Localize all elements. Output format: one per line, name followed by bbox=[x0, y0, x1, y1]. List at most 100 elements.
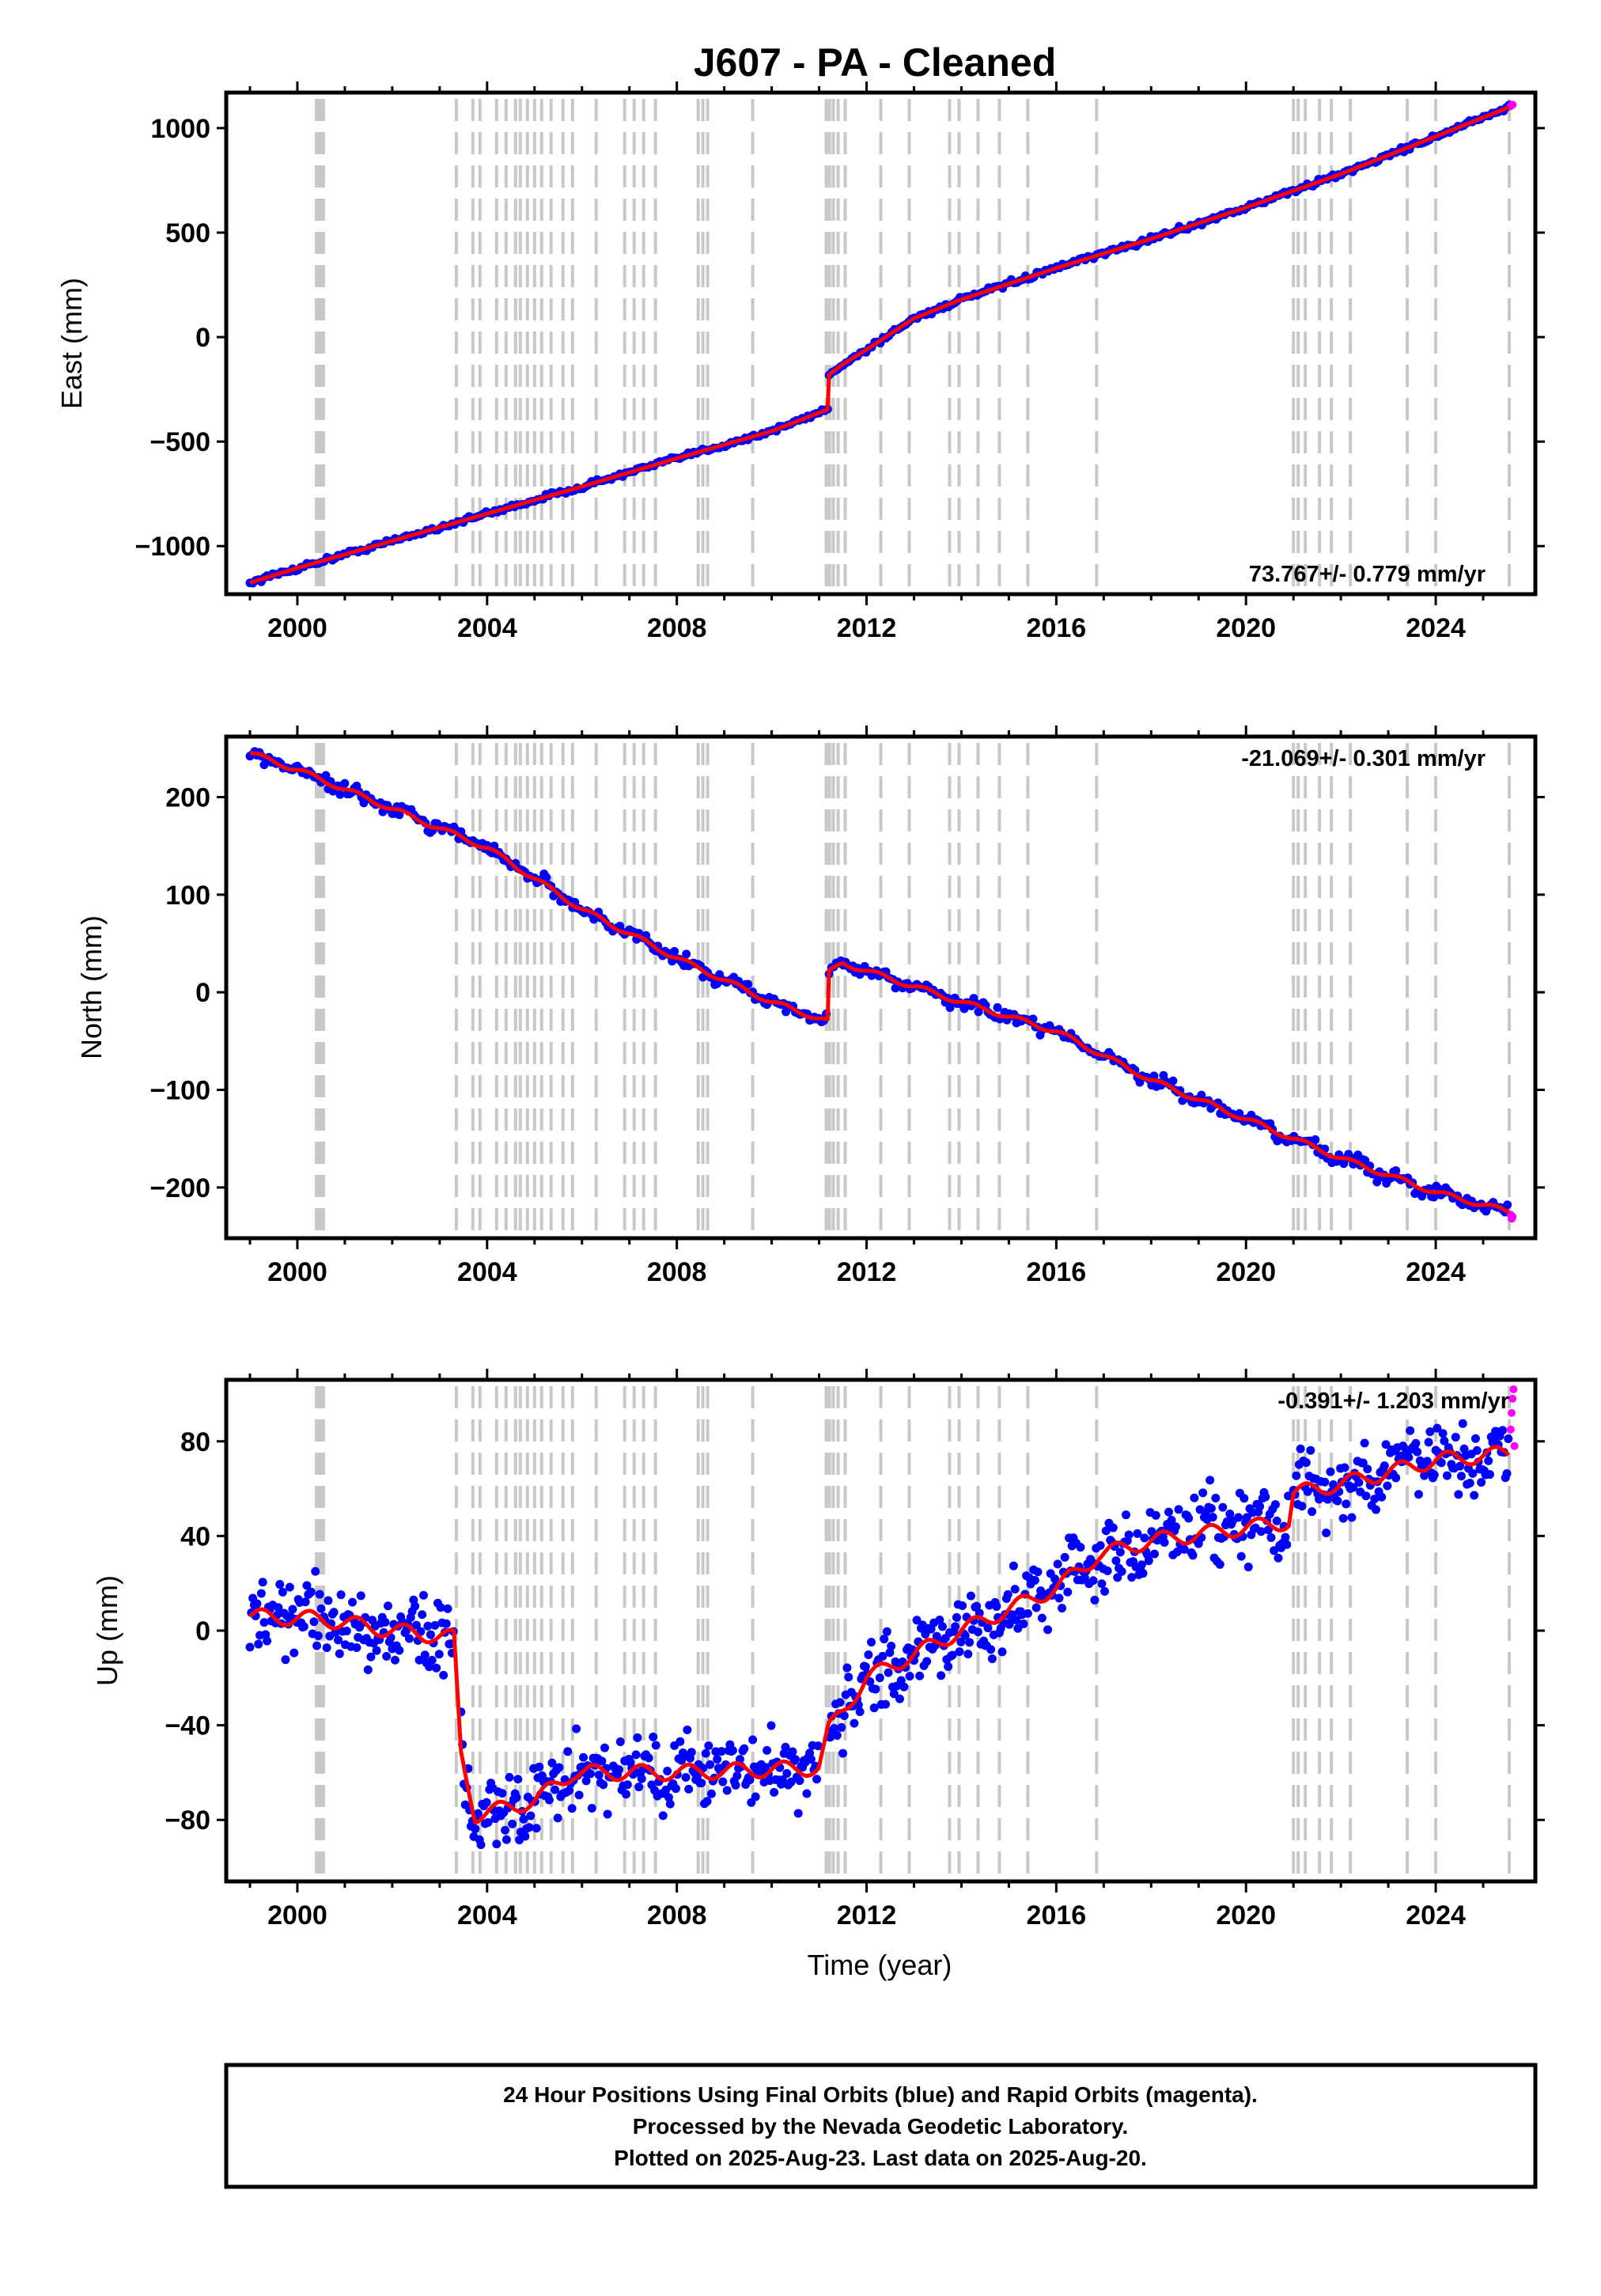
final-orbit-point bbox=[717, 1747, 726, 1756]
final-orbit-point bbox=[1391, 1166, 1401, 1176]
final-orbit-point bbox=[1103, 1567, 1112, 1576]
final-orbit-point bbox=[1144, 1556, 1153, 1566]
final-orbit-point bbox=[793, 1809, 803, 1818]
final-orbit-point bbox=[973, 1627, 982, 1637]
final-orbit-point bbox=[434, 1650, 444, 1659]
rapid-orbit-point bbox=[1509, 1385, 1518, 1393]
panel-up: 80 40 0 −40 −80 2000 2004 2008 2012 2016 2020 2024… bbox=[91, 1369, 1545, 1930]
final-orbit-point bbox=[1503, 1200, 1512, 1210]
final-orbit-point bbox=[420, 1650, 430, 1660]
final-orbit-point bbox=[572, 1724, 581, 1733]
final-orbit-point bbox=[786, 1777, 796, 1786]
y-axis-up: 80 40 0 −40 −80 bbox=[165, 1427, 1545, 1836]
final-orbit-point bbox=[912, 1616, 922, 1625]
final-orbit-point bbox=[1485, 1470, 1494, 1480]
final-orbit-point bbox=[722, 1786, 732, 1795]
final-orbit-point bbox=[554, 1763, 564, 1772]
x-tick-label: 2016 bbox=[1027, 1257, 1087, 1287]
footer-line-1: 24 Hour Positions Using Final Orbits (bl… bbox=[503, 2082, 1258, 2107]
final-orbit-point bbox=[795, 1776, 804, 1786]
final-orbit-point bbox=[649, 1732, 658, 1741]
final-orbit-point bbox=[1333, 1496, 1342, 1506]
final-orbit-point bbox=[1167, 1515, 1176, 1525]
final-orbit-point bbox=[1381, 1440, 1391, 1449]
final-orbit-point bbox=[574, 1790, 584, 1800]
final-orbit-point bbox=[501, 1835, 511, 1844]
final-orbit-point bbox=[1347, 1513, 1357, 1522]
final-orbit-point bbox=[806, 1755, 816, 1764]
final-orbit-point bbox=[682, 949, 691, 959]
final-orbit-point bbox=[290, 1648, 299, 1658]
y-tick-label: −100 bbox=[150, 1076, 210, 1106]
final-orbit-point bbox=[476, 1840, 486, 1850]
plot-frame-north bbox=[224, 734, 1538, 1241]
final-orbit-point bbox=[1498, 1426, 1508, 1435]
final-orbit-point bbox=[1003, 1589, 1012, 1599]
final-orbit-point bbox=[1292, 1471, 1301, 1480]
final-orbit-point bbox=[1308, 1507, 1317, 1517]
model-fit-line bbox=[248, 751, 1511, 1214]
final-orbit-point bbox=[1502, 1468, 1512, 1478]
final-orbit-point bbox=[380, 1617, 390, 1627]
final-orbit-point bbox=[1168, 1076, 1178, 1085]
final-orbit-point bbox=[778, 1775, 787, 1785]
final-orbit-point bbox=[745, 1775, 755, 1785]
x-tick-label: 2016 bbox=[1027, 613, 1087, 643]
final-orbit-point bbox=[966, 1591, 975, 1601]
final-orbit-point bbox=[702, 1797, 712, 1806]
final-orbit-point bbox=[603, 1809, 612, 1819]
final-orbit-point bbox=[1060, 1552, 1069, 1562]
final-orbit-point bbox=[532, 1824, 541, 1833]
final-orbit-point bbox=[1206, 1503, 1216, 1513]
final-orbit-point bbox=[937, 1622, 947, 1631]
x-tick-label: 2000 bbox=[267, 1900, 327, 1930]
final-orbit-point bbox=[1358, 1458, 1368, 1468]
x-tick-label: 2024 bbox=[1406, 613, 1466, 643]
final-orbit-point bbox=[597, 1756, 607, 1766]
x-axis-label: Time (year) bbox=[808, 1949, 952, 1981]
final-orbit-point bbox=[335, 790, 345, 799]
final-orbit-point bbox=[1101, 1526, 1111, 1536]
final-orbit-point bbox=[1470, 1434, 1480, 1443]
final-orbit-point bbox=[1218, 1502, 1228, 1512]
final-orbit-point bbox=[1133, 1529, 1142, 1538]
final-orbit-point bbox=[508, 1819, 517, 1828]
final-orbit-point bbox=[663, 1766, 672, 1775]
final-orbit-point bbox=[1096, 1540, 1105, 1550]
x-tick-label: 2012 bbox=[837, 613, 897, 643]
final-orbit-point bbox=[922, 1657, 932, 1666]
final-orbit-point bbox=[372, 1646, 381, 1655]
final-orbit-point bbox=[1422, 1457, 1432, 1466]
final-orbit-point bbox=[1009, 1561, 1018, 1570]
footer-box: 24 Hour Positions Using Final Orbits (bl… bbox=[224, 2063, 1538, 2189]
final-orbit-point bbox=[1266, 1533, 1276, 1542]
final-orbit-point bbox=[430, 1620, 440, 1630]
final-orbit-point bbox=[788, 1747, 797, 1756]
final-orbit-point bbox=[1122, 1510, 1131, 1520]
final-orbit-point bbox=[1108, 1523, 1118, 1533]
x-axis-east: 2000 2004 2008 2012 2016 2020 2024 bbox=[248, 81, 1485, 643]
final-orbit-point bbox=[427, 1655, 437, 1665]
final-orbit-point bbox=[1270, 1546, 1279, 1555]
final-orbit-point bbox=[311, 1567, 320, 1576]
final-orbit-point bbox=[665, 1799, 675, 1809]
final-orbit-point bbox=[1274, 1553, 1283, 1563]
final-orbit-point bbox=[1234, 1513, 1243, 1522]
final-orbit-point bbox=[1372, 1505, 1381, 1514]
final-orbit-point bbox=[993, 1002, 1002, 1012]
final-orbit-point bbox=[952, 1612, 961, 1622]
final-orbit-point bbox=[948, 1650, 957, 1660]
final-orbit-point bbox=[363, 1665, 373, 1674]
final-orbit-point bbox=[1459, 1444, 1469, 1453]
final-orbit-point bbox=[960, 1631, 970, 1640]
plot-frame-east bbox=[224, 90, 1538, 597]
final-orbit-point bbox=[1097, 1579, 1107, 1589]
final-orbit-point bbox=[955, 1647, 964, 1657]
final-orbit-point bbox=[335, 1649, 344, 1658]
final-orbit-point bbox=[1211, 1494, 1221, 1503]
y-axis-label-east: East (mm) bbox=[55, 278, 88, 409]
final-orbit-point bbox=[1090, 1595, 1100, 1605]
final-orbit-point bbox=[864, 1650, 873, 1659]
final-orbit-point bbox=[1425, 1427, 1435, 1437]
final-orbit-point bbox=[274, 1603, 283, 1612]
